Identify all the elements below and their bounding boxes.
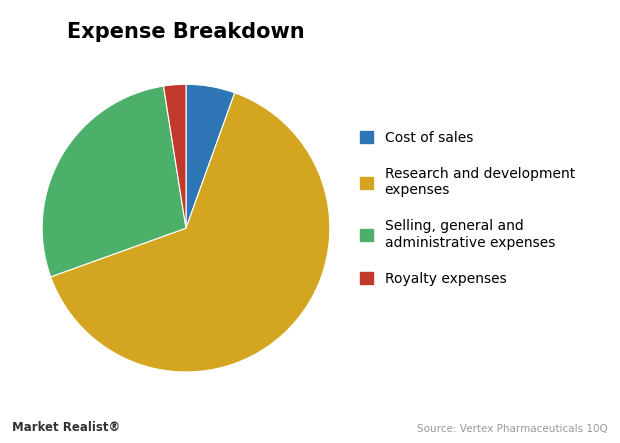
Wedge shape: [186, 84, 235, 228]
Wedge shape: [51, 93, 330, 372]
Text: Source: Vertex Pharmaceuticals 10Q: Source: Vertex Pharmaceuticals 10Q: [417, 424, 608, 434]
Wedge shape: [164, 84, 186, 228]
Text: Expense Breakdown: Expense Breakdown: [67, 22, 305, 42]
Text: Market Realist®: Market Realist®: [12, 421, 121, 434]
Legend: Cost of sales, Research and development
expenses, Selling, general and
administr: Cost of sales, Research and development …: [360, 131, 575, 286]
Wedge shape: [42, 86, 186, 277]
